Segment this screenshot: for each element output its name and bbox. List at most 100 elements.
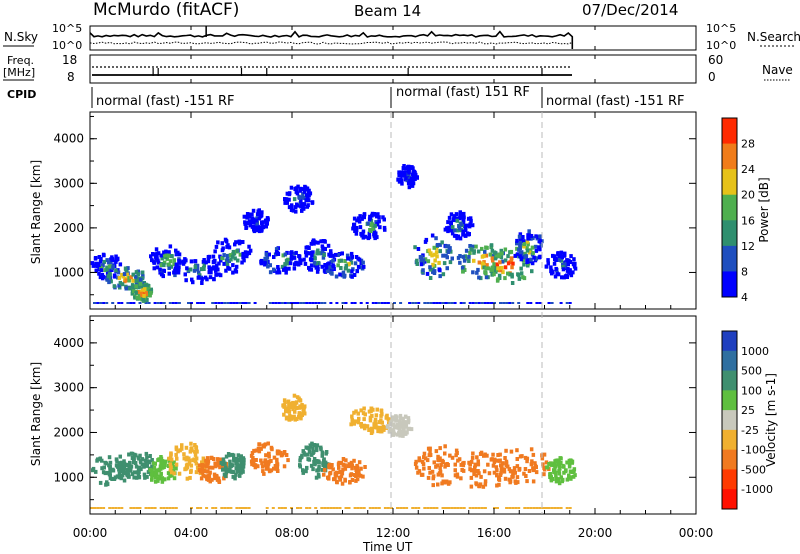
data-cell-3 <box>169 465 173 470</box>
data-cell-8 <box>311 467 315 472</box>
data-cell-10 <box>354 409 358 414</box>
data-cell-17 <box>522 242 527 247</box>
data-cell-6 <box>247 219 252 224</box>
data-cell-5 <box>241 240 245 244</box>
data-cell-10 <box>337 258 342 263</box>
ground-scatter-cell <box>408 302 412 304</box>
ground-scatter-cell <box>171 302 175 304</box>
data-cell-16 <box>510 272 514 277</box>
data-cell-7 <box>263 256 267 261</box>
data-cell-14 <box>522 471 526 476</box>
data-cell-3 <box>194 461 199 466</box>
data-cell-17 <box>537 245 541 250</box>
data-cell-14 <box>458 216 462 221</box>
y-tick-label: 1000 <box>53 265 84 279</box>
data-cell-13 <box>476 469 480 473</box>
data-cell-3 <box>201 456 206 461</box>
data-cell-6 <box>256 446 261 451</box>
data-cell-8 <box>323 465 327 470</box>
data-cell-15 <box>462 258 467 263</box>
data-cell-13 <box>507 467 512 472</box>
data-cell-16 <box>522 276 527 281</box>
data-cell-15 <box>479 276 483 281</box>
data-cell-7 <box>284 270 288 275</box>
data-cell-3 <box>193 449 197 454</box>
data-cell-13 <box>475 455 479 460</box>
data-cell-6 <box>256 464 260 469</box>
data-cell-7 <box>287 266 291 271</box>
data-cell-3 <box>168 244 173 249</box>
data-cell-3 <box>170 470 174 475</box>
data-cell-11 <box>352 222 356 227</box>
ground-scatter-cell <box>480 507 484 509</box>
data-cell-7 <box>291 415 295 419</box>
data-cell-12 <box>443 451 447 456</box>
data-cell-11 <box>377 215 381 220</box>
data-cell-11 <box>403 414 408 419</box>
data-cell-14 <box>540 456 545 461</box>
data-cell-10 <box>372 424 376 429</box>
ground-scatter-cell <box>223 302 227 304</box>
data-cell-12 <box>425 458 430 463</box>
nsky-trace <box>89 30 574 49</box>
data-cell-15 <box>554 479 559 484</box>
data-cell-1 <box>150 464 154 469</box>
data-cell-13 <box>450 256 454 261</box>
data-cell-7 <box>290 250 294 255</box>
data-cell-1 <box>131 278 135 283</box>
data-cell-9 <box>337 465 341 470</box>
data-cell-4 <box>216 267 220 272</box>
data-cell-14 <box>525 459 529 464</box>
ground-scatter-cell <box>399 302 403 304</box>
data-cell-11 <box>406 420 411 425</box>
data-cell-9 <box>329 249 333 254</box>
data-cell-9 <box>363 465 367 469</box>
data-cell-5 <box>220 241 224 246</box>
data-cell-11 <box>373 212 377 217</box>
data-cell-8 <box>315 447 319 451</box>
ground-scatter-cell <box>435 302 439 304</box>
data-cell-11 <box>369 229 373 233</box>
data-cell-14 <box>533 461 537 466</box>
data-cell-4 <box>222 476 226 481</box>
data-cell-9 <box>322 467 327 472</box>
data-cell-1 <box>140 270 145 275</box>
data-cell-0 <box>94 469 98 474</box>
ground-scatter-cell <box>247 302 251 304</box>
data-cell-1 <box>136 269 140 274</box>
data-cell-7 <box>282 398 287 403</box>
data-cell-3 <box>159 272 164 277</box>
power-ylabel: Slant Range [km] <box>29 160 43 264</box>
data-cell-2 <box>141 297 145 302</box>
velocity-colorbar-swatch <box>722 331 737 352</box>
data-cell-6 <box>257 442 262 447</box>
data-cell-4 <box>218 273 223 278</box>
data-cell-6 <box>270 447 274 452</box>
data-cell-8 <box>289 185 294 190</box>
data-cell-8 <box>301 470 305 475</box>
data-cell-3 <box>167 250 171 255</box>
data-cell-9 <box>339 474 344 479</box>
data-cell-8 <box>293 187 297 191</box>
data-cell-9 <box>321 255 326 260</box>
data-cell-11 <box>390 429 394 434</box>
data-cell-3 <box>195 449 199 454</box>
data-cell-9 <box>319 251 323 256</box>
cpid-segment-2: normal (fast) 151 RF <box>396 85 530 100</box>
data-cell-4 <box>213 476 217 481</box>
data-cell-8 <box>311 446 315 451</box>
data-cell-12 <box>436 472 441 477</box>
data-cell-11 <box>392 431 396 436</box>
velocity-colorbar-swatch <box>722 390 737 411</box>
data-cell-12 <box>453 468 457 473</box>
data-cell-1 <box>130 284 135 289</box>
data-cell-9 <box>314 261 319 266</box>
data-cell-10 <box>380 420 384 425</box>
ground-scatter-cell <box>132 507 136 509</box>
ground-scatter-cell <box>117 302 121 304</box>
data-cell-18 <box>563 274 568 279</box>
data-cell-0 <box>110 255 114 260</box>
data-cell-3 <box>162 260 167 265</box>
data-cell-10 <box>332 267 336 271</box>
data-cell-8 <box>291 208 296 213</box>
